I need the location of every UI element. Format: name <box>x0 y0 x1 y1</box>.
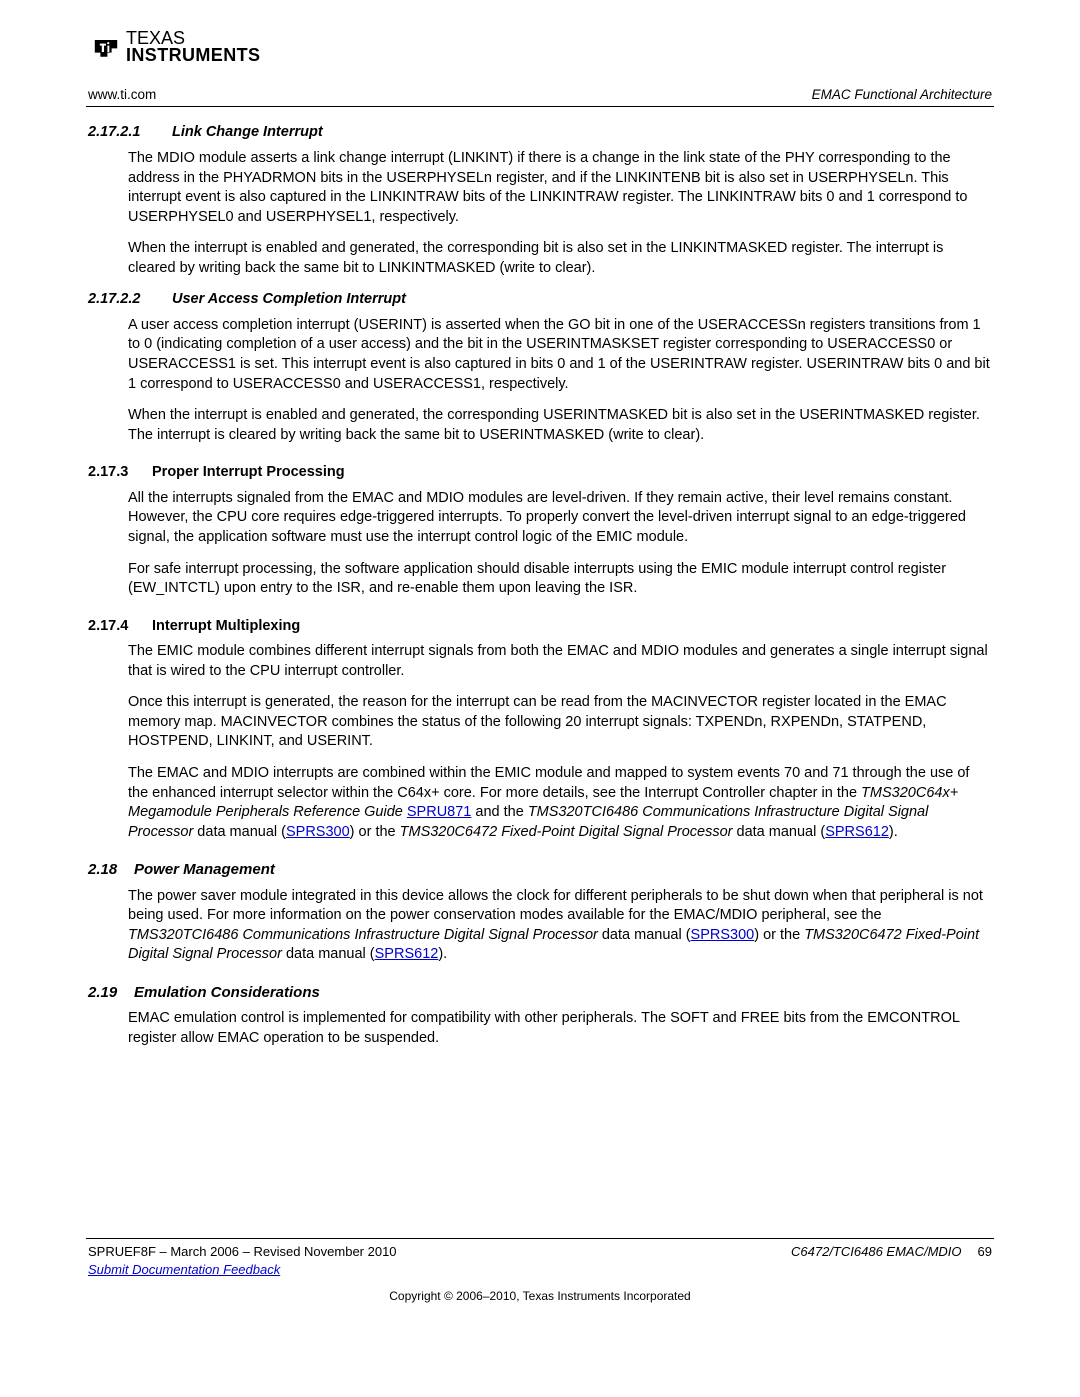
body-text: The power saver module integrated in thi… <box>128 887 992 965</box>
section-title: Proper Interrupt Processing <box>152 464 345 480</box>
page-number: 69 <box>978 1244 992 1259</box>
heading-2-17-2-2: 2.17.2.2User Access Completion Interrupt <box>88 290 992 310</box>
body-text: When the interrupt is enabled and genera… <box>128 239 992 278</box>
text-run: data manual ( <box>193 824 286 840</box>
heading-2-17-4: 2.17.4Interrupt Multiplexing <box>88 617 992 637</box>
link-sprs612[interactable]: SPRS612 <box>825 824 889 840</box>
text-italic: TMS320TCI6486 Communications Infrastruct… <box>128 927 598 943</box>
link-sprs300[interactable]: SPRS300 <box>286 824 350 840</box>
text-run: The EMAC and MDIO interrupts are combine… <box>128 765 969 801</box>
section-title: User Access Completion Interrupt <box>172 291 406 307</box>
body-text: A user access completion interrupt (USER… <box>128 316 992 394</box>
body-text: All the interrupts signaled from the EMA… <box>128 489 992 548</box>
section-number: 2.17.2.1 <box>88 123 172 143</box>
text-run: data manual ( <box>598 927 691 943</box>
body-text: When the interrupt is enabled and genera… <box>128 406 992 445</box>
logo-area: TEXAS INSTRUMENTS <box>86 20 994 82</box>
ti-logo: TEXAS INSTRUMENTS <box>92 30 994 64</box>
text-run: ) or the <box>754 927 804 943</box>
body-text: For safe interrupt processing, the softw… <box>128 560 992 599</box>
body-text: The MDIO module asserts a link change in… <box>128 149 992 227</box>
logo-text: TEXAS INSTRUMENTS <box>126 30 260 64</box>
section-title: Emulation Considerations <box>134 984 320 1001</box>
section-title: Link Change Interrupt <box>172 124 323 140</box>
text-run: The power saver module integrated in thi… <box>128 888 983 924</box>
link-sprs612[interactable]: SPRS612 <box>375 946 439 962</box>
section-number: 2.17.3 <box>88 463 152 483</box>
section-number: 2.18 <box>88 860 134 880</box>
footer-bar: SPRUEF8F – March 2006 – Revised November… <box>86 1239 994 1278</box>
ti-chip-icon <box>92 33 120 61</box>
doc-revision: SPRUEF8F – March 2006 – Revised November… <box>88 1243 397 1261</box>
section-number: 2.17.4 <box>88 617 152 637</box>
section-title: Power Management <box>134 861 275 878</box>
heading-2-17-2-1: 2.17.2.1Link Change Interrupt <box>88 123 992 143</box>
heading-2-19: 2.19Emulation Considerations <box>88 983 992 1003</box>
text-run: and the <box>471 804 527 820</box>
link-sprs300[interactable]: SPRS300 <box>691 927 755 943</box>
heading-2-17-3: 2.17.3Proper Interrupt Processing <box>88 463 992 483</box>
doc-title: C6472/TCI6486 EMAC/MDIO <box>791 1244 962 1259</box>
text-italic: TMS320C6472 Fixed-Point Digital Signal P… <box>400 824 733 840</box>
link-feedback[interactable]: Submit Documentation Feedback <box>88 1262 280 1277</box>
header-section-title: EMAC Functional Architecture <box>812 86 992 104</box>
section-title: Interrupt Multiplexing <box>152 618 300 634</box>
footer-left: SPRUEF8F – March 2006 – Revised November… <box>88 1243 397 1278</box>
text-run: data manual ( <box>282 946 375 962</box>
text-run: ) or the <box>350 824 400 840</box>
section-number: 2.17.2.2 <box>88 290 172 310</box>
header-url[interactable]: www.ti.com <box>88 86 156 104</box>
page-content: 2.17.2.1Link Change Interrupt The MDIO m… <box>86 107 994 1048</box>
logo-line2: INSTRUMENTS <box>126 47 260 64</box>
body-text: The EMAC and MDIO interrupts are combine… <box>128 764 992 842</box>
text-run: ). <box>889 824 898 840</box>
text-run: ). <box>438 946 447 962</box>
body-text: The EMIC module combines different inter… <box>128 642 992 681</box>
text-run: data manual ( <box>733 824 826 840</box>
link-spru871[interactable]: SPRU871 <box>407 804 471 820</box>
section-number: 2.19 <box>88 983 134 1003</box>
heading-2-18: 2.18Power Management <box>88 860 992 880</box>
body-text: EMAC emulation control is implemented fo… <box>128 1009 992 1048</box>
footer-right: C6472/TCI6486 EMAC/MDIO 69 <box>791 1243 992 1278</box>
copyright: Copyright © 2006–2010, Texas Instruments… <box>86 1288 994 1304</box>
body-text: Once this interrupt is generated, the re… <box>128 693 992 752</box>
header-bar: www.ti.com EMAC Functional Architecture <box>86 82 994 106</box>
